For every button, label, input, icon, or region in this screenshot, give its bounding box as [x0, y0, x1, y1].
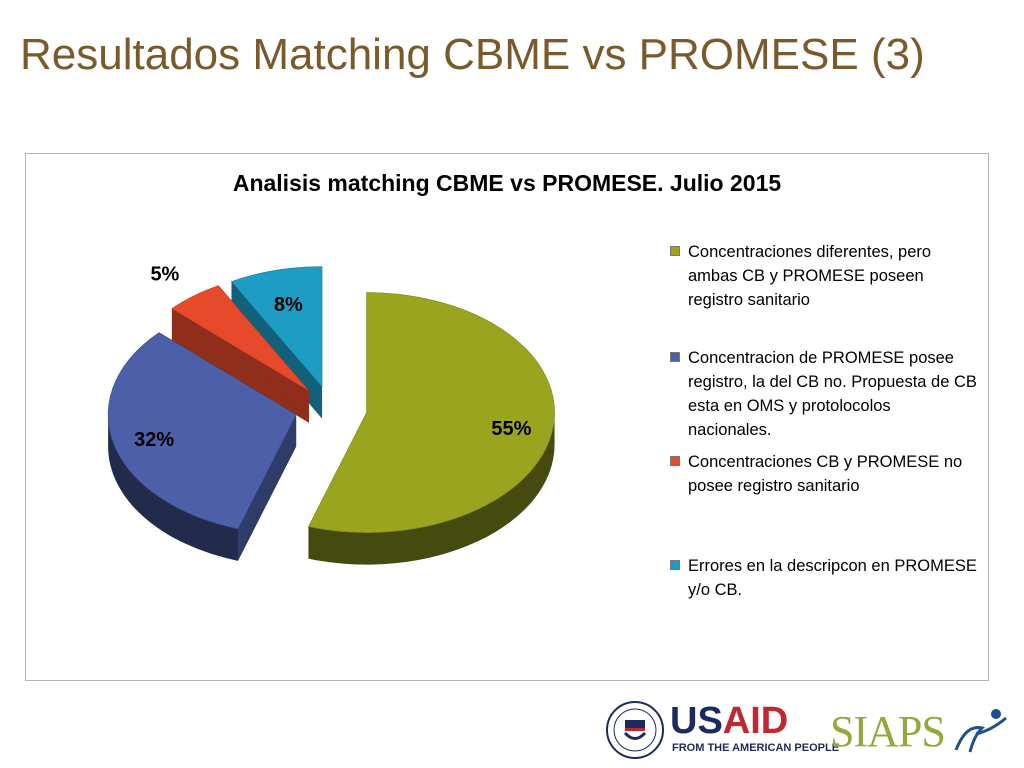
chart-title: Analisis matching CBME vs PROMESE. Julio… [232, 170, 782, 196]
legend-label: Concentracion de PROMESE posee registro,… [688, 349, 977, 439]
siaps-figure-icon [954, 709, 1007, 753]
pie-slice [230, 266, 323, 388]
slide-title: Resultados Matching CBME vs PROMESE (3) [20, 30, 925, 79]
legend-swatch [670, 456, 680, 466]
legend-label: Concentraciones diferentes, pero ambas C… [688, 243, 932, 309]
pie-tops [107, 266, 555, 533]
pie-slice-wall [108, 414, 239, 561]
usaid-logo: USAID [670, 700, 789, 742]
data-label: 32% [134, 429, 174, 451]
legend-label: Errores en la descripcon en PROMESE y/o … [688, 557, 977, 599]
usaid-tagline: FROM THE AMERICAN PEOPLE [672, 742, 840, 754]
pie-chart: 55% 32% 5% 8% [107, 263, 555, 565]
footer-logos: USAID FROM THE AMERICAN PEOPLE SIAPS [600, 696, 1020, 762]
legend-swatch [670, 352, 680, 362]
data-label: 5% [150, 263, 179, 285]
data-label: 55% [491, 418, 531, 440]
legend-swatch [670, 560, 680, 570]
pie-slice [107, 332, 297, 530]
usaid-seal-icon [606, 701, 664, 759]
siaps-logo: SIAPS [830, 707, 946, 756]
pie-slice-side [171, 308, 309, 423]
legend-swatch [670, 246, 680, 256]
chart-frame: Analisis matching CBME vs PROMESE. Julio… [25, 153, 989, 681]
data-label: 8% [274, 294, 303, 316]
pie-slice-wall [308, 412, 555, 565]
pie-slice-side [238, 414, 297, 561]
pie-labels: 55% 32% 5% 8% [134, 263, 532, 451]
pie-slice [171, 285, 310, 392]
pie-slice [308, 292, 555, 533]
legend-label: Concentraciones CB y PROMESE no posee re… [688, 453, 963, 495]
